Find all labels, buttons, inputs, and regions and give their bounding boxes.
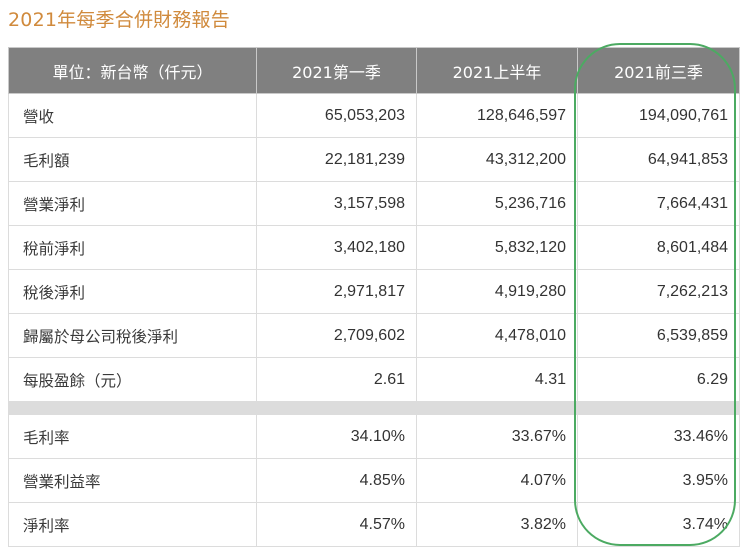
cell-q1: 65,053,203 <box>256 93 417 138</box>
table-row-gross-profit: 毛利額 22,181,239 43,312,200 64,941,853 <box>8 137 740 182</box>
table-row-net-income-parent: 歸屬於母公司稅後淨利 2,709,602 4,478,010 6,539,859 <box>8 313 740 358</box>
cell-9m: 6.29 <box>577 357 740 402</box>
separator-cell <box>577 401 740 415</box>
row-label: 營業淨利 <box>8 181 257 226</box>
row-label: 毛利額 <box>8 137 257 182</box>
table-row-gross-margin: 毛利率 34.10% 33.67% 33.46% <box>8 414 740 459</box>
cell-q1: 3,157,598 <box>256 181 417 226</box>
cell-9m: 8,601,484 <box>577 225 740 270</box>
header-row: 單位：新台幣（仟元） 2021第一季 2021上半年 2021前三季 <box>8 47 740 94</box>
separator-cell <box>8 401 257 415</box>
row-label: 淨利率 <box>8 502 257 547</box>
table-row-pretax-income: 稅前淨利 3,402,180 5,832,120 8,601,484 <box>8 225 740 270</box>
financial-report-table: 單位：新台幣（仟元） 2021第一季 2021上半年 2021前三季 營收 65… <box>8 47 740 547</box>
table-row-eps: 每股盈餘（元） 2.61 4.31 6.29 <box>8 357 740 402</box>
table-row-net-margin: 淨利率 4.57% 3.82% 3.74% <box>8 502 740 547</box>
cell-h1: 4,478,010 <box>416 313 578 358</box>
cell-q1: 2,709,602 <box>256 313 417 358</box>
cell-q1: 22,181,239 <box>256 137 417 182</box>
cell-q1: 34.10% <box>256 414 417 459</box>
cell-h1: 33.67% <box>416 414 578 459</box>
cell-9m: 7,664,431 <box>577 181 740 226</box>
row-label: 歸屬於母公司稅後淨利 <box>8 313 257 358</box>
cell-h1: 3.82% <box>416 502 578 547</box>
cell-9m: 7,262,213 <box>577 269 740 314</box>
cell-q1: 4.85% <box>256 458 417 503</box>
separator-row <box>8 401 740 415</box>
row-label: 稅前淨利 <box>8 225 257 270</box>
cell-h1: 4.07% <box>416 458 578 503</box>
cell-9m: 194,090,761 <box>577 93 740 138</box>
cell-q1: 2.61 <box>256 357 417 402</box>
table-row-net-income: 稅後淨利 2,971,817 4,919,280 7,262,213 <box>8 269 740 314</box>
row-label: 營收 <box>8 93 257 138</box>
cell-h1: 5,236,716 <box>416 181 578 226</box>
table-row-operating-income: 營業淨利 3,157,598 5,236,716 7,664,431 <box>8 181 740 226</box>
cell-h1: 4,919,280 <box>416 269 578 314</box>
cell-q1: 2,971,817 <box>256 269 417 314</box>
cell-9m: 3.95% <box>577 458 740 503</box>
header-first-three-quarters: 2021前三季 <box>577 47 740 94</box>
cell-h1: 5,832,120 <box>416 225 578 270</box>
cell-q1: 4.57% <box>256 502 417 547</box>
table-row-operating-margin: 營業利益率 4.85% 4.07% 3.95% <box>8 458 740 503</box>
header-q1: 2021第一季 <box>256 47 417 94</box>
row-label: 稅後淨利 <box>8 269 257 314</box>
report-title: 2021年每季合併財務報告 <box>8 9 230 31</box>
cell-9m: 64,941,853 <box>577 137 740 182</box>
cell-9m: 3.74% <box>577 502 740 547</box>
separator-cell <box>256 401 417 415</box>
row-label: 每股盈餘（元） <box>8 357 257 402</box>
separator-cell <box>416 401 578 415</box>
cell-9m: 33.46% <box>577 414 740 459</box>
table-row-revenue: 營收 65,053,203 128,646,597 194,090,761 <box>8 93 740 138</box>
row-label: 毛利率 <box>8 414 257 459</box>
header-h1: 2021上半年 <box>416 47 578 94</box>
cell-q1: 3,402,180 <box>256 225 417 270</box>
cell-h1: 43,312,200 <box>416 137 578 182</box>
cell-h1: 4.31 <box>416 357 578 402</box>
header-unit: 單位：新台幣（仟元） <box>8 47 257 94</box>
cell-9m: 6,539,859 <box>577 313 740 358</box>
row-label: 營業利益率 <box>8 458 257 503</box>
cell-h1: 128,646,597 <box>416 93 578 138</box>
